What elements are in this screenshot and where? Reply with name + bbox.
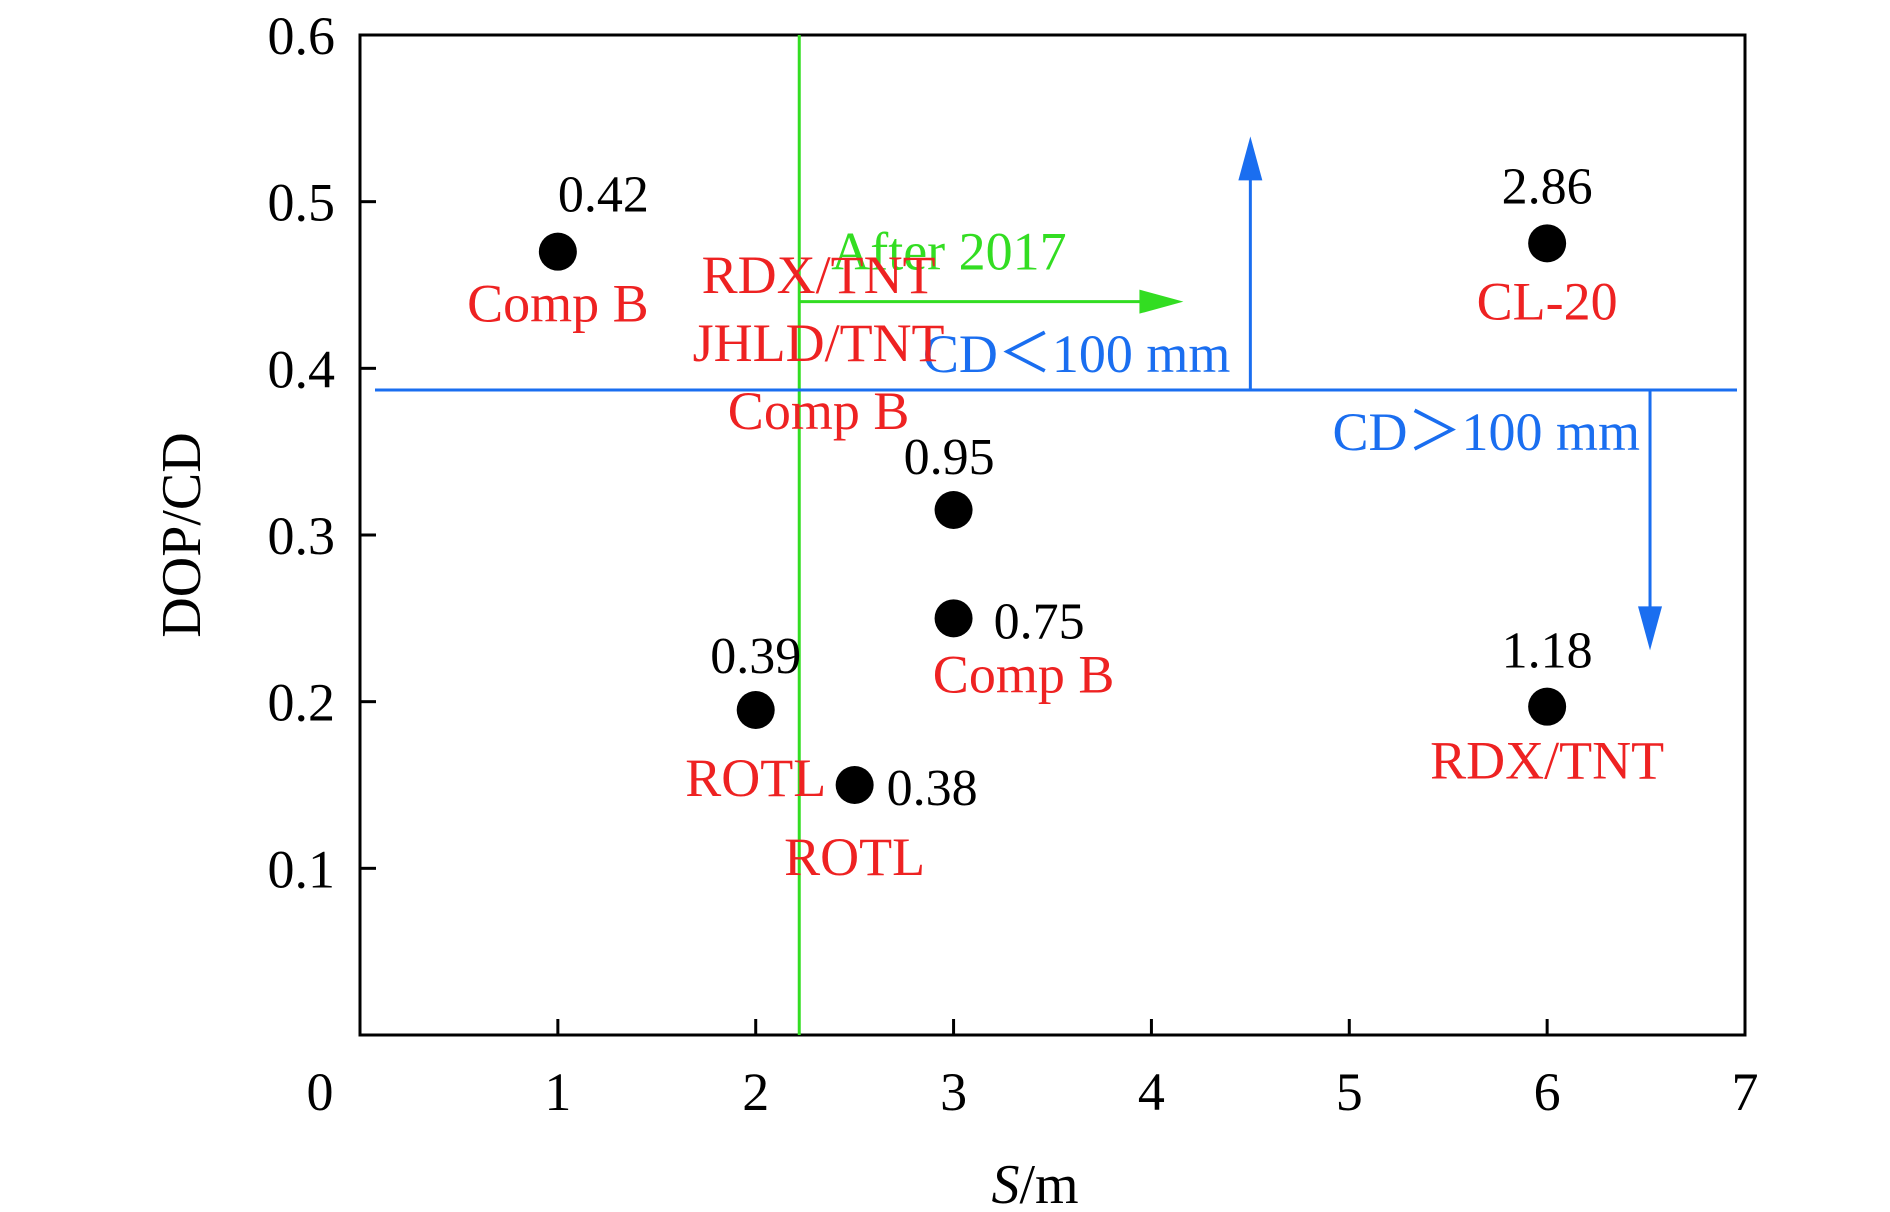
y-tick-label: 0.6 bbox=[268, 6, 336, 66]
y-tick-label: 0.4 bbox=[268, 339, 336, 399]
y-axis-ticks: 0.1 0.2 0.3 0.4 0.5 0.6 bbox=[268, 6, 376, 899]
point-value-label: 0.39 bbox=[710, 628, 801, 685]
x-tick-label: 7 bbox=[1732, 1062, 1759, 1122]
point-material-label: ROTL bbox=[685, 748, 826, 808]
point-material-label: Comp B bbox=[933, 644, 1115, 704]
cd-up-arrowhead bbox=[1238, 136, 1263, 181]
point-value-label: 0.38 bbox=[887, 760, 978, 817]
y-tick-label: 0.5 bbox=[268, 173, 336, 233]
after-2017-label: After 2017 bbox=[831, 222, 1066, 282]
x-tick-label: 3 bbox=[940, 1062, 967, 1122]
y-tick-label: 0.1 bbox=[268, 839, 336, 899]
y-tick-label: 0.2 bbox=[268, 673, 336, 733]
point-value-label: 0.75 bbox=[994, 593, 1085, 650]
point-material-label: ROTL bbox=[784, 827, 925, 887]
cd-greater-label: CD＞100 mm bbox=[1332, 402, 1640, 462]
x-tick-label: 1 bbox=[544, 1062, 571, 1122]
point-material-label: JHLD/TNT bbox=[693, 313, 945, 373]
cd-less-label: CD＜100 mm bbox=[923, 324, 1231, 384]
point-material-label: Comp B bbox=[728, 381, 910, 441]
y-tick-label: 0.3 bbox=[268, 506, 336, 566]
cd-down-arrowhead bbox=[1638, 606, 1663, 651]
data-point bbox=[736, 691, 775, 729]
point-value-label: 0.42 bbox=[558, 167, 649, 224]
point-material-label: RDX/TNT bbox=[702, 245, 936, 305]
data-point bbox=[934, 491, 973, 529]
x-axis-ticks: 0 1 2 3 4 5 6 7 bbox=[307, 1019, 1759, 1122]
x-tick-label: 0 bbox=[307, 1062, 334, 1122]
after-2017-arrowhead bbox=[1139, 289, 1184, 314]
x-tick-label: 5 bbox=[1336, 1062, 1363, 1122]
point-material-label: Comp B bbox=[467, 274, 649, 334]
x-tick-label: 4 bbox=[1138, 1062, 1165, 1122]
x-axis-title: S/m bbox=[991, 1154, 1078, 1212]
point-material-label: CL-20 bbox=[1477, 271, 1618, 331]
point-value-label: 1.18 bbox=[1502, 623, 1593, 680]
reference-lines: After 2017 CD＜100 mm CD＞100 mm bbox=[375, 35, 1737, 1035]
point-value-label: 0.95 bbox=[904, 429, 995, 486]
data-point bbox=[1528, 224, 1567, 263]
data-point bbox=[835, 766, 874, 804]
x-tick-label: 2 bbox=[742, 1062, 769, 1122]
y-axis-title: DOP/CD bbox=[151, 432, 213, 637]
point-material-label: RDX/TNT bbox=[1430, 731, 1664, 791]
data-point bbox=[1528, 687, 1567, 726]
data-point bbox=[934, 599, 973, 638]
data-points: 0.42 Comp B 0.39 ROTL 0.38 ROTL 0.95 RDX/TNT JHL… bbox=[467, 158, 1664, 887]
data-point bbox=[538, 232, 577, 271]
x-tick-label: 6 bbox=[1534, 1062, 1561, 1122]
point-value-label: 2.86 bbox=[1502, 158, 1593, 215]
